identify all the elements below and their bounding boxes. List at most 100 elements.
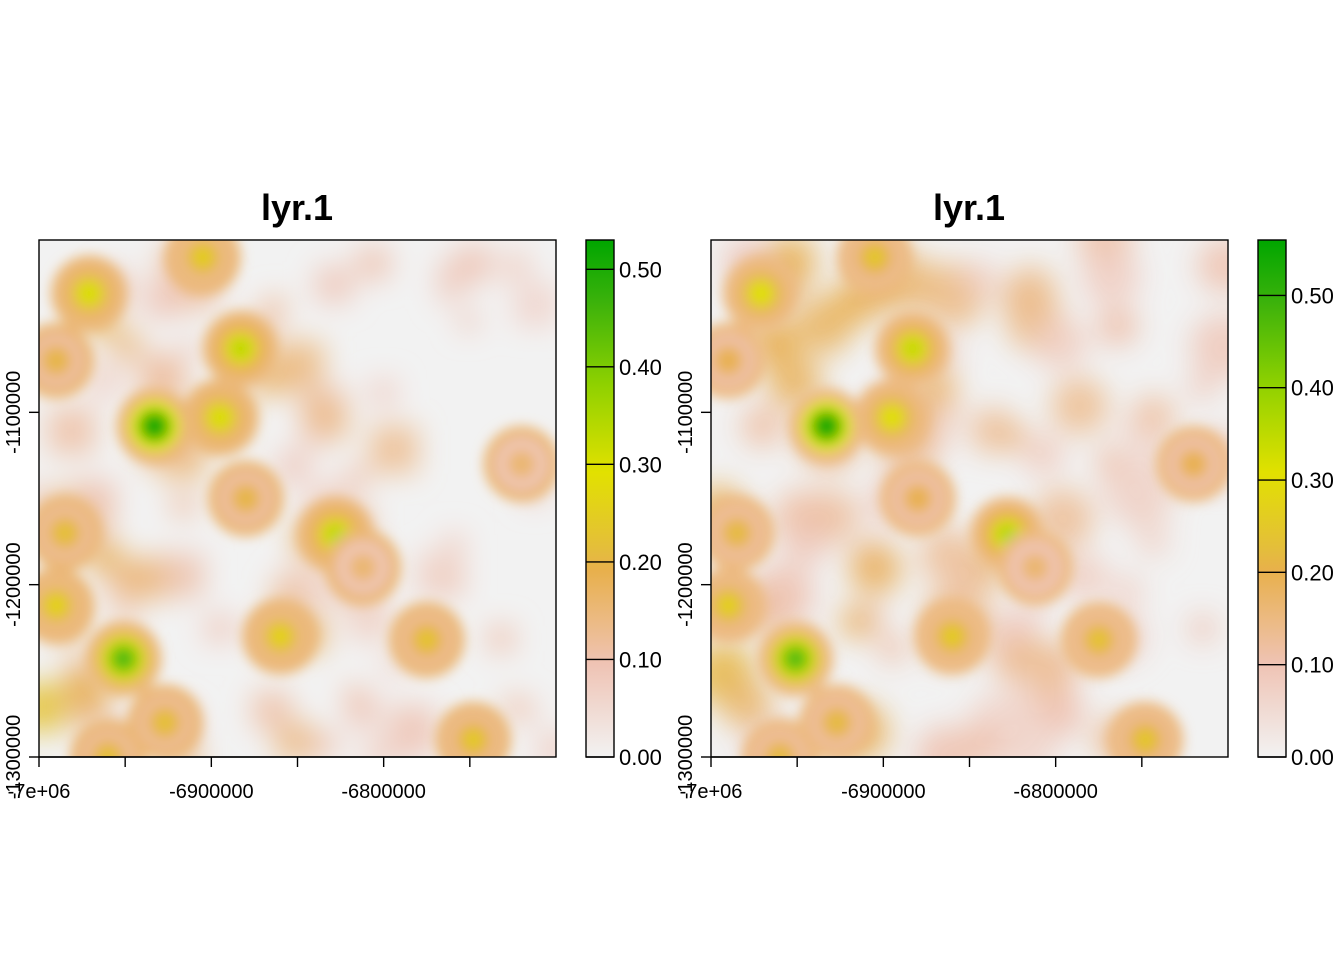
- legend-tick-label: 0.00: [619, 745, 662, 770]
- hotspot: [785, 648, 806, 669]
- raster-cell: [1190, 313, 1228, 379]
- y-axis: -1300000 -1200000 -1100000: [675, 371, 711, 799]
- hotspot: [769, 747, 790, 757]
- hotspot: [97, 747, 118, 757]
- hotspot: [718, 350, 739, 371]
- raster-cell: [1109, 574, 1144, 609]
- raster-cell: [877, 633, 908, 664]
- hotspot: [907, 488, 928, 509]
- raster-cell: [304, 395, 328, 419]
- hotspot: [352, 557, 373, 578]
- raster-cell: [1137, 524, 1170, 558]
- hotspot: [416, 629, 437, 650]
- x-tick-label: -7e+06: [680, 781, 743, 803]
- raster-cell: [344, 685, 366, 706]
- raster-cell: [214, 616, 237, 639]
- x-axis: -7e+06 -6900000 -6800000: [8, 756, 471, 803]
- hotspot: [816, 416, 837, 437]
- legend-colorbar: [1257, 239, 1287, 758]
- raster-surface: [711, 240, 1228, 757]
- raster-cell: [300, 430, 323, 453]
- raster-cell: [1094, 444, 1129, 478]
- raster-cell: [370, 425, 418, 474]
- hotspot: [1024, 557, 1045, 578]
- raster-cell: [1040, 692, 1085, 738]
- legend: 0.00 0.10 0.20 0.30 0.40 0.50: [1257, 239, 1334, 770]
- raster-cell: [276, 341, 324, 389]
- raster-cell: [838, 604, 875, 641]
- raster-surface: [39, 240, 556, 757]
- raster-cell: [315, 266, 352, 303]
- y-tick-label: -1100000: [675, 371, 697, 454]
- raster-hotspots: [711, 240, 1228, 757]
- raster-cell: [171, 492, 196, 517]
- raster-cell: [1081, 248, 1140, 307]
- hotspot: [864, 247, 885, 268]
- raster-cell: [768, 331, 798, 361]
- raster-cell: [458, 311, 479, 331]
- legend-tick-label: 0.20: [1291, 560, 1334, 585]
- hotspot: [144, 416, 165, 437]
- legend-tick-label: 0.00: [1291, 745, 1334, 770]
- raster-cell: [87, 363, 122, 398]
- legend: 0.00 0.10 0.20 0.30 0.40 0.50: [585, 239, 662, 770]
- legend-tick-label: 0.40: [1291, 376, 1334, 401]
- raster-cell: [454, 245, 492, 283]
- raster-cell: [1188, 372, 1217, 401]
- raster-cell: [487, 625, 515, 653]
- raster-cell: [502, 252, 530, 280]
- raster-cell: [264, 295, 286, 317]
- hotspot: [718, 595, 739, 616]
- legend-tick-label: 0.10: [619, 647, 662, 672]
- raster-cell: [112, 331, 142, 360]
- legend-tick-label: 0.40: [619, 355, 662, 380]
- legend-colorbar: [585, 239, 615, 758]
- hotspot: [46, 350, 67, 371]
- legend-tick-label: 0.50: [619, 257, 662, 282]
- y-tick-label: -1300000: [675, 715, 697, 800]
- raster-cell: [503, 696, 526, 719]
- raster-cell: [357, 246, 390, 280]
- chart-title: lyr.1: [933, 187, 1005, 228]
- x-tick-label: -6800000: [341, 781, 426, 803]
- hotspot: [78, 283, 99, 304]
- raster-cell: [751, 563, 815, 627]
- raster-cell: [144, 281, 181, 318]
- hotspot: [270, 626, 291, 647]
- legend-tick-label: 0.20: [619, 550, 662, 575]
- hotspot: [726, 522, 747, 543]
- hotspot: [1183, 454, 1204, 475]
- hotspot: [192, 247, 213, 268]
- y-tick-label: -1200000: [3, 542, 25, 627]
- raster-cell: [1188, 613, 1218, 643]
- legend-tick-label: 0.50: [1291, 283, 1334, 308]
- raster-cell: [390, 736, 419, 757]
- hotspot: [235, 488, 256, 509]
- hotspot: [113, 648, 134, 669]
- raster-cell: [1117, 414, 1144, 440]
- map-panel-1: lyr.1 -7e+06 -6900000 -6800000 -1300000 -1200…: [3, 187, 662, 803]
- raster-cell: [537, 732, 556, 757]
- raster-cell: [48, 407, 95, 455]
- hotspot: [750, 283, 771, 304]
- raster-cell: [39, 683, 66, 732]
- raster-cell: [1051, 377, 1108, 435]
- hotspot: [942, 626, 963, 647]
- y-tick-label: -1100000: [3, 371, 25, 454]
- raster-cell: [958, 723, 1002, 757]
- legend-tick-label: 0.10: [1291, 653, 1334, 678]
- y-tick-label: -1300000: [3, 715, 25, 800]
- raster-cell: [369, 378, 398, 407]
- hotspot: [46, 595, 67, 616]
- hotspot: [1135, 729, 1156, 750]
- x-tick-label: -7e+06: [8, 781, 71, 803]
- raster-cell: [114, 603, 137, 626]
- hotspot: [463, 729, 484, 750]
- x-tick-label: -6900000: [841, 781, 926, 803]
- raster-hotspots: [39, 240, 556, 757]
- raster-cell: [1197, 240, 1228, 294]
- hotspot: [826, 712, 847, 733]
- map-panel-2: lyr.1 -7e+06 -6900000 -6800000 -1300000 -1200…: [675, 187, 1334, 803]
- raster-cell: [442, 532, 465, 555]
